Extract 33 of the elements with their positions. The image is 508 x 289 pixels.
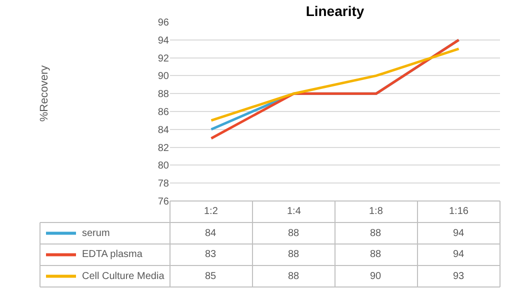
data-label: 88 — [288, 271, 300, 282]
y-tick-label: 86 — [158, 107, 170, 118]
legend-label: serum — [82, 228, 110, 239]
y-tick-label: 92 — [158, 53, 170, 64]
data-label: 88 — [370, 228, 382, 239]
data-label: 94 — [453, 228, 465, 239]
data-label: 83 — [205, 249, 217, 260]
x-tick-label: 1:8 — [369, 206, 384, 217]
y-tick-label: 82 — [158, 142, 170, 154]
y-tick-label: 88 — [158, 89, 170, 100]
data-label: 90 — [370, 271, 382, 282]
y-tick-label: 78 — [158, 178, 170, 190]
y-tick-label: 96 — [158, 18, 170, 28]
data-label: 84 — [205, 228, 217, 239]
legend-label: EDTA plasma — [82, 249, 143, 260]
x-tick-label: 1:4 — [287, 206, 302, 217]
x-tick-label: 1:2 — [204, 206, 218, 217]
data-label: 85 — [205, 271, 217, 282]
legend-label: Cell Culture Media — [82, 271, 165, 282]
y-tick-label: 94 — [158, 35, 170, 46]
data-label: 88 — [370, 249, 382, 260]
data-label: 94 — [453, 249, 465, 260]
x-tick-label: 1:16 — [449, 206, 469, 217]
y-tick-label: 84 — [158, 124, 170, 136]
line-series — [210, 48, 460, 122]
data-label: 93 — [453, 271, 465, 282]
y-tick-label: 76 — [158, 196, 170, 208]
text: %Recovery — [38, 64, 50, 122]
y-tick-label: 90 — [158, 71, 170, 82]
data-label: 88 — [288, 228, 300, 239]
chart-title: Linearity — [306, 2, 364, 19]
y-tick-label: 80 — [158, 160, 170, 172]
data-label: 88 — [288, 249, 300, 260]
